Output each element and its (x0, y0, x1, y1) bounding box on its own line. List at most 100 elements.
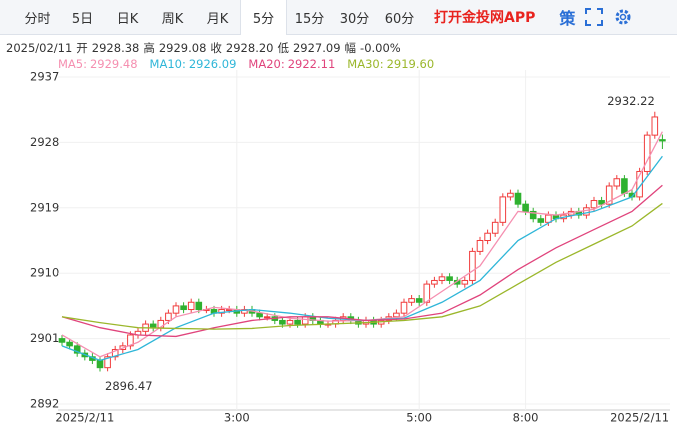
tab[interactable]: 周K (161, 11, 184, 27)
candle-body (484, 232, 491, 242)
tab[interactable]: 5分 (240, 0, 287, 35)
candle (613, 175, 621, 190)
high-label: 2932.22 (607, 94, 655, 108)
quote-name: 收 (210, 41, 222, 55)
candle-body (400, 301, 408, 314)
legend-name: MA30 (347, 57, 386, 71)
candle (575, 207, 583, 219)
candle-body (195, 301, 203, 311)
tab[interactable]: 30分 (339, 11, 370, 27)
candle-body (58, 338, 66, 343)
candle-body (66, 341, 73, 347)
candle (484, 229, 491, 245)
candle-body (613, 178, 621, 187)
candle (507, 189, 514, 201)
candle (605, 182, 613, 208)
candle-body (491, 221, 499, 234)
fullscreen-icon[interactable] (585, 0, 604, 34)
candle (241, 305, 248, 317)
candle (431, 276, 438, 288)
candle-body (393, 312, 400, 318)
candle (514, 189, 522, 208)
candle-body (172, 305, 180, 314)
candle-body (286, 319, 294, 325)
candle (309, 313, 317, 325)
x-tick-label: 5:00 (406, 411, 432, 424)
low-label: 2896.47 (105, 379, 153, 393)
promo-link[interactable]: 打开金投网APP (434, 10, 536, 26)
quote-value: 2927.09 (292, 41, 341, 55)
candle-body (149, 323, 157, 329)
candle (111, 345, 119, 361)
quote-row: 2025/02/11 开 2928.38 高 2929.08 收 2928.20 低 2927.… (6, 40, 405, 56)
legend-value: 2926.09 (188, 57, 237, 71)
candle (446, 273, 453, 285)
tab[interactable]: 日K (116, 11, 139, 27)
candle (659, 134, 666, 150)
tab[interactable]: 15分 (294, 11, 325, 27)
y-tick-label: 2901 (30, 331, 59, 345)
candle (636, 167, 643, 201)
candle-body (529, 210, 537, 220)
candle (134, 327, 142, 339)
candle-body (263, 316, 271, 319)
tab[interactable]: 5日 (71, 11, 94, 27)
tab[interactable]: 月K (206, 11, 229, 27)
candle-body (469, 250, 476, 281)
candle (66, 338, 73, 350)
candle-body (636, 170, 643, 198)
legend-entry: MA102926.09 (150, 57, 237, 71)
candle (499, 193, 507, 226)
y-tick-label: 2910 (30, 266, 59, 280)
quote-value: -0.00% (360, 41, 401, 55)
quote-value: 2928.38 (91, 41, 140, 55)
x-tick-label: 3:00 (224, 411, 250, 424)
quote-value: 2929.08 (158, 41, 207, 55)
candle (461, 276, 469, 288)
quote-name: 低 (277, 41, 289, 55)
y-tick-label: 2919 (30, 200, 59, 214)
legend-name: MA10 (150, 57, 189, 71)
candle-body (111, 349, 119, 358)
candle (529, 207, 537, 223)
quote-name: 开 (76, 41, 88, 55)
candle-body (279, 319, 286, 325)
candle (104, 353, 111, 372)
tab[interactable]: 60分 (384, 11, 415, 27)
strategy-button[interactable]: 策 (559, 9, 576, 28)
candle-body (476, 240, 484, 252)
candle-body (621, 178, 628, 194)
candle-body (256, 312, 263, 318)
settings-icon[interactable] (613, 0, 633, 34)
candle-body (180, 305, 187, 311)
tab[interactable]: 分时 (24, 11, 51, 27)
candle (469, 247, 476, 285)
legend-name: MA5 (58, 57, 90, 71)
candle (476, 236, 484, 256)
candle-body (446, 276, 453, 281)
candle-body (225, 309, 233, 312)
x-tick-label: 2025/2/11 (55, 411, 114, 424)
toolbar: 分时 5日 日K 周K 月K 5分 15分 30分 60分 打开金投网APP 策 (0, 0, 677, 35)
candle-body (104, 356, 111, 369)
candle-body (651, 116, 659, 136)
x-tick-label: 8:00 (513, 411, 539, 424)
candle (408, 295, 415, 306)
y-tick-label: 2937 (30, 70, 59, 84)
legend: MA52929.48 MA102926.09 MA202922.11 MA302919… (58, 57, 446, 71)
candle-body (514, 192, 522, 205)
candle (58, 334, 66, 346)
candle-body (127, 334, 134, 347)
candle-body (218, 309, 225, 314)
y-tick-label: 2928 (30, 135, 59, 149)
candle-body (461, 279, 469, 285)
candle-body (598, 200, 605, 205)
legend-value: 2919.60 (386, 57, 435, 71)
candle-body (499, 196, 507, 223)
candle (583, 204, 590, 219)
tabs: 分时 5日 日K 周K 月K 5分 15分 30分 60分 (15, 0, 422, 35)
candle-body (643, 134, 651, 172)
candle-body (294, 319, 301, 325)
